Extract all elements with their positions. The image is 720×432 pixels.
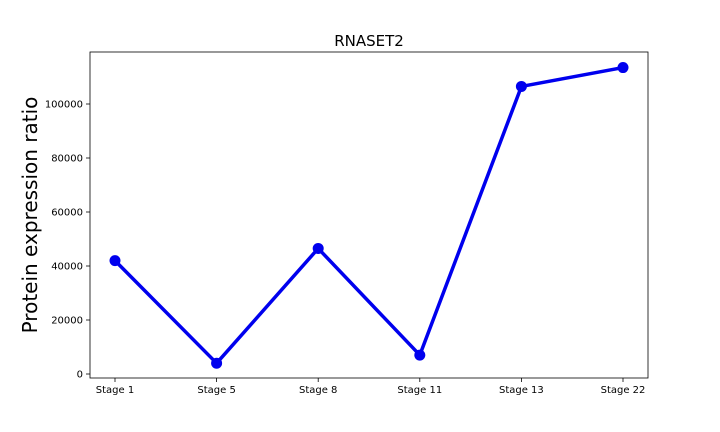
chart-title: RNASET2 <box>334 32 404 50</box>
y-tick-label: 20000 <box>51 316 83 327</box>
y-tick-label: 40000 <box>51 262 83 273</box>
data-point <box>515 80 527 92</box>
x-tick-label: Stage 8 <box>299 385 337 396</box>
x-tick-label: Stage 13 <box>499 385 544 396</box>
data-point <box>109 255 121 267</box>
x-tick-label: Stage 22 <box>601 385 646 396</box>
x-tick-label: Stage 11 <box>397 385 442 396</box>
data-point <box>414 349 426 361</box>
data-point <box>312 242 324 254</box>
y-tick-label: 0 <box>77 370 83 381</box>
y-tick-label: 80000 <box>51 154 83 165</box>
x-tick-label: Stage 1 <box>96 385 134 396</box>
y-tick-label: 100000 <box>45 100 83 111</box>
y-axis-label: Protein expression ratio <box>18 97 42 334</box>
data-point <box>211 357 223 369</box>
plot-area-frame <box>89 51 649 379</box>
y-tick-label: 60000 <box>51 208 83 219</box>
series-line <box>113 65 625 365</box>
x-axis-ticks: Stage 1 Stage 5 Stage 8 Stage 11 Stage 13 Sta… <box>96 378 646 396</box>
data-point <box>617 62 629 74</box>
y-axis-ticks: 0 20000 40000 60000 80000 100000 <box>45 100 90 381</box>
series-layer <box>109 62 629 369</box>
x-tick-label: Stage 5 <box>197 385 235 396</box>
